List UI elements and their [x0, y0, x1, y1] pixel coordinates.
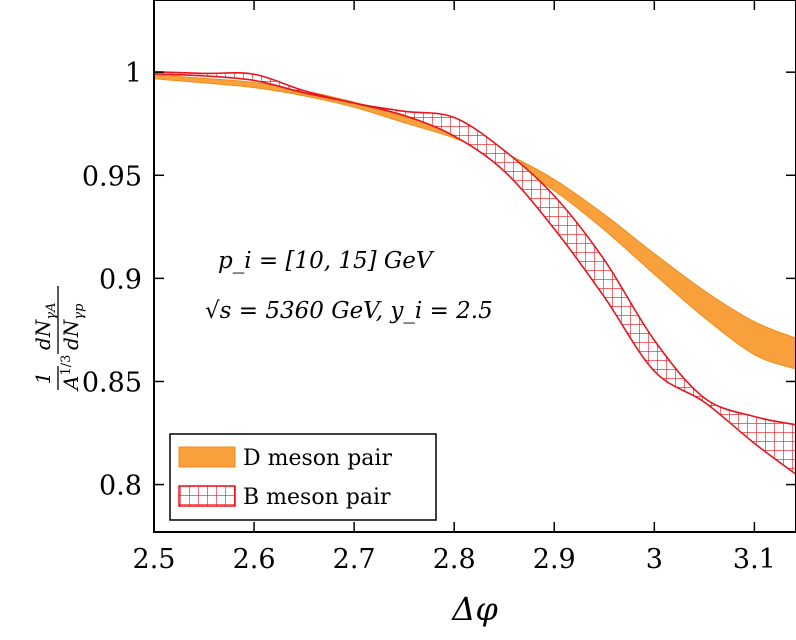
svg-text:A1/3: A1/3: [59, 355, 83, 392]
annotation-energy: √s = 5360 GeV, y_i = 2.5: [205, 298, 493, 324]
legend-label-b: B meson pair: [243, 485, 391, 510]
b-meson-band: [154, 70, 796, 476]
svg-text:dNγp: dNγp: [59, 303, 87, 350]
x-tick-label: 2.7: [333, 544, 376, 575]
legend-swatch-d: [178, 446, 236, 468]
y-tick-label: 0.95: [82, 161, 142, 192]
y-ticks: 0.8 0.85 0.9 0.95 1: [82, 58, 796, 502]
legend-label-d: D meson pair: [243, 446, 392, 471]
legend: D meson pair B meson pair: [169, 433, 437, 521]
y-tick-label: 0.8: [99, 471, 142, 502]
y-tick-label: 0.9: [99, 264, 142, 295]
x-ticks: 2.5 2.6 2.7 2.8 2.9 3 3.1: [133, 0, 776, 575]
svg-text:dNγA: dNγA: [31, 303, 59, 350]
y-tick-label: 1: [125, 58, 142, 89]
x-tick-label: 2.9: [533, 544, 576, 575]
svg-text:1: 1: [31, 372, 55, 385]
plot-frame: [153, 0, 796, 533]
y-tick-label: 0.85: [82, 367, 142, 398]
x-tick-label: 3: [646, 544, 663, 575]
x-tick-label: 2.8: [433, 544, 476, 575]
y-axis-title: 1 A1/3 dNγA dNγp: [31, 286, 87, 392]
x-tick-label: 2.5: [133, 544, 176, 575]
annotation-momentum: p_i = [10, 15] GeV: [218, 248, 435, 274]
x-tick-label: 2.6: [233, 544, 276, 575]
legend-swatch-b: [178, 485, 236, 507]
x-axis-title: Δφ: [450, 590, 498, 628]
x-tick-label: 3.1: [733, 544, 776, 575]
d-meson-band: [154, 74, 796, 370]
